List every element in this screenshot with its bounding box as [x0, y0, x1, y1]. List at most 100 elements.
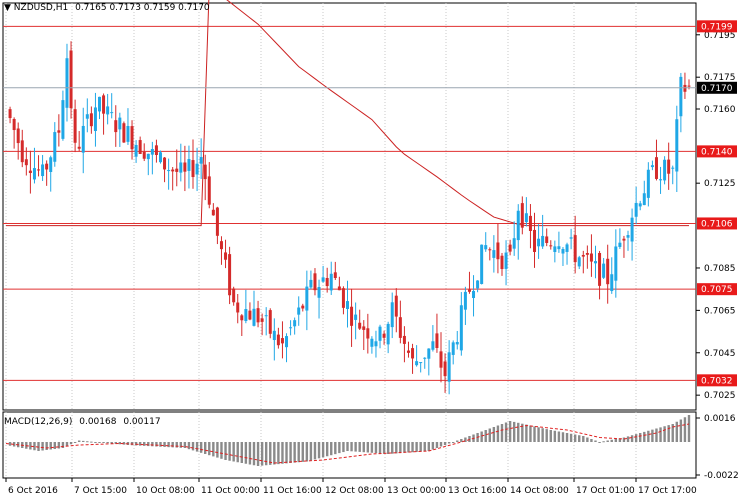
candle-body	[589, 253, 593, 262]
macd-value-2: 0.00117	[123, 417, 161, 427]
y-axis-label: 0.7045	[704, 349, 736, 359]
level-label-bg	[697, 20, 737, 33]
macd-histogram-bar	[671, 424, 674, 442]
macd-histogram-bar	[655, 428, 658, 442]
macd-histogram-bar	[590, 439, 593, 442]
macd-histogram-bar	[204, 442, 207, 454]
candle-body	[183, 162, 187, 172]
level-label-bg	[697, 374, 737, 387]
candle-body	[610, 274, 614, 292]
symbol-label: NZDUSD,H1	[13, 3, 69, 13]
macd-histogram-bar	[578, 435, 581, 442]
candle-body	[179, 162, 183, 173]
candle-body	[492, 250, 496, 258]
candle-body	[585, 252, 589, 255]
macd-histogram-bar	[82, 440, 85, 442]
candle-body	[45, 163, 49, 170]
candle-body	[268, 310, 272, 334]
macd-histogram-bar	[643, 431, 646, 442]
candle-body	[508, 244, 512, 252]
macd-histogram-bar	[220, 442, 223, 459]
macd-histogram-bar	[622, 437, 626, 442]
macd-histogram-bar	[683, 417, 687, 442]
macd-histogram-bar	[456, 440, 459, 442]
candle-body	[593, 261, 597, 264]
macd-histogram-bar	[370, 442, 374, 453]
candle-body	[337, 286, 341, 291]
macd-histogram-bar	[399, 442, 402, 454]
macd-histogram-bar	[378, 442, 382, 454]
macd-histogram-bar	[618, 438, 622, 442]
macd-histogram-bar	[415, 442, 418, 452]
macd-histogram-bar	[395, 442, 398, 454]
candle-body	[256, 308, 260, 323]
macd-histogram-bar	[594, 440, 597, 442]
macd-histogram-bar	[565, 433, 569, 442]
macd-histogram-bar	[533, 426, 536, 442]
macd-histogram-bar	[317, 442, 321, 459]
macd-label: MACD(12,26,9)	[4, 417, 73, 427]
macd-histogram-bar	[512, 421, 516, 442]
macd-histogram-bar	[529, 425, 532, 442]
symbol-triangle-icon[interactable]: ▼	[4, 3, 11, 13]
candle-body	[69, 50, 73, 109]
macd-histogram-bar	[147, 442, 150, 447]
macd-histogram-bar	[143, 442, 146, 446]
candle-body	[394, 295, 398, 317]
candle-body	[118, 117, 122, 130]
candle-body	[236, 302, 240, 313]
macd-signal-line	[5, 423, 690, 464]
macd-histogram-bar	[122, 442, 126, 445]
current-price-label: 0.7170	[701, 84, 733, 94]
candle-body	[561, 249, 565, 254]
candle-body	[650, 165, 654, 168]
candle-body	[272, 330, 276, 341]
candle-body	[557, 246, 561, 250]
candle-body	[81, 125, 85, 153]
macd-histogram-bar	[439, 442, 443, 447]
candle-body	[285, 336, 289, 348]
macd-histogram-bar	[573, 434, 577, 442]
candle-body	[333, 272, 337, 279]
candle-body	[12, 119, 16, 131]
macd-histogram-bar	[468, 436, 471, 442]
candle-body	[573, 235, 577, 263]
candle-body	[134, 144, 138, 157]
macd-histogram-bar	[167, 442, 170, 448]
macd-histogram-bar	[492, 427, 496, 442]
macd-histogram-bar	[244, 442, 248, 464]
candle-body	[447, 352, 451, 382]
macd-histogram-bar	[228, 442, 231, 461]
macd-histogram-bar	[8, 442, 12, 446]
candle-body	[317, 287, 321, 298]
macd-histogram-bar	[264, 442, 268, 466]
macd-histogram-bar	[610, 439, 613, 442]
candle-body	[537, 238, 541, 247]
macd-histogram-bar	[480, 431, 483, 442]
macd-histogram-bar	[285, 442, 288, 464]
x-axis-label: 10 Oct 08:00	[136, 486, 195, 496]
macd-histogram-bar	[521, 423, 524, 442]
level-label-bg	[697, 145, 737, 158]
candle-body	[406, 350, 410, 353]
candle-body	[549, 245, 553, 247]
macd-histogram-bar	[350, 442, 353, 452]
y-axis-label: 0.7025	[704, 391, 736, 401]
y-axis-label: 0.7160	[704, 105, 736, 115]
macd-histogram-bar	[151, 442, 154, 447]
x-axis-label: 11 Oct 16:00	[263, 486, 322, 496]
candle-body	[614, 246, 618, 281]
candle-body	[622, 238, 626, 241]
macd-histogram-bar	[277, 442, 280, 465]
macd-histogram-bar	[496, 425, 500, 442]
macd-histogram-bar	[382, 442, 386, 454]
candle-body	[520, 203, 524, 228]
candle-body	[516, 210, 520, 241]
macd-y-label: -0.0022	[704, 471, 739, 481]
candle-body	[679, 76, 683, 117]
x-axis-label: 13 Oct 00:00	[387, 486, 446, 496]
candle-body	[577, 257, 581, 267]
candle-body	[419, 362, 423, 364]
macd-histogram-bar	[159, 442, 162, 447]
